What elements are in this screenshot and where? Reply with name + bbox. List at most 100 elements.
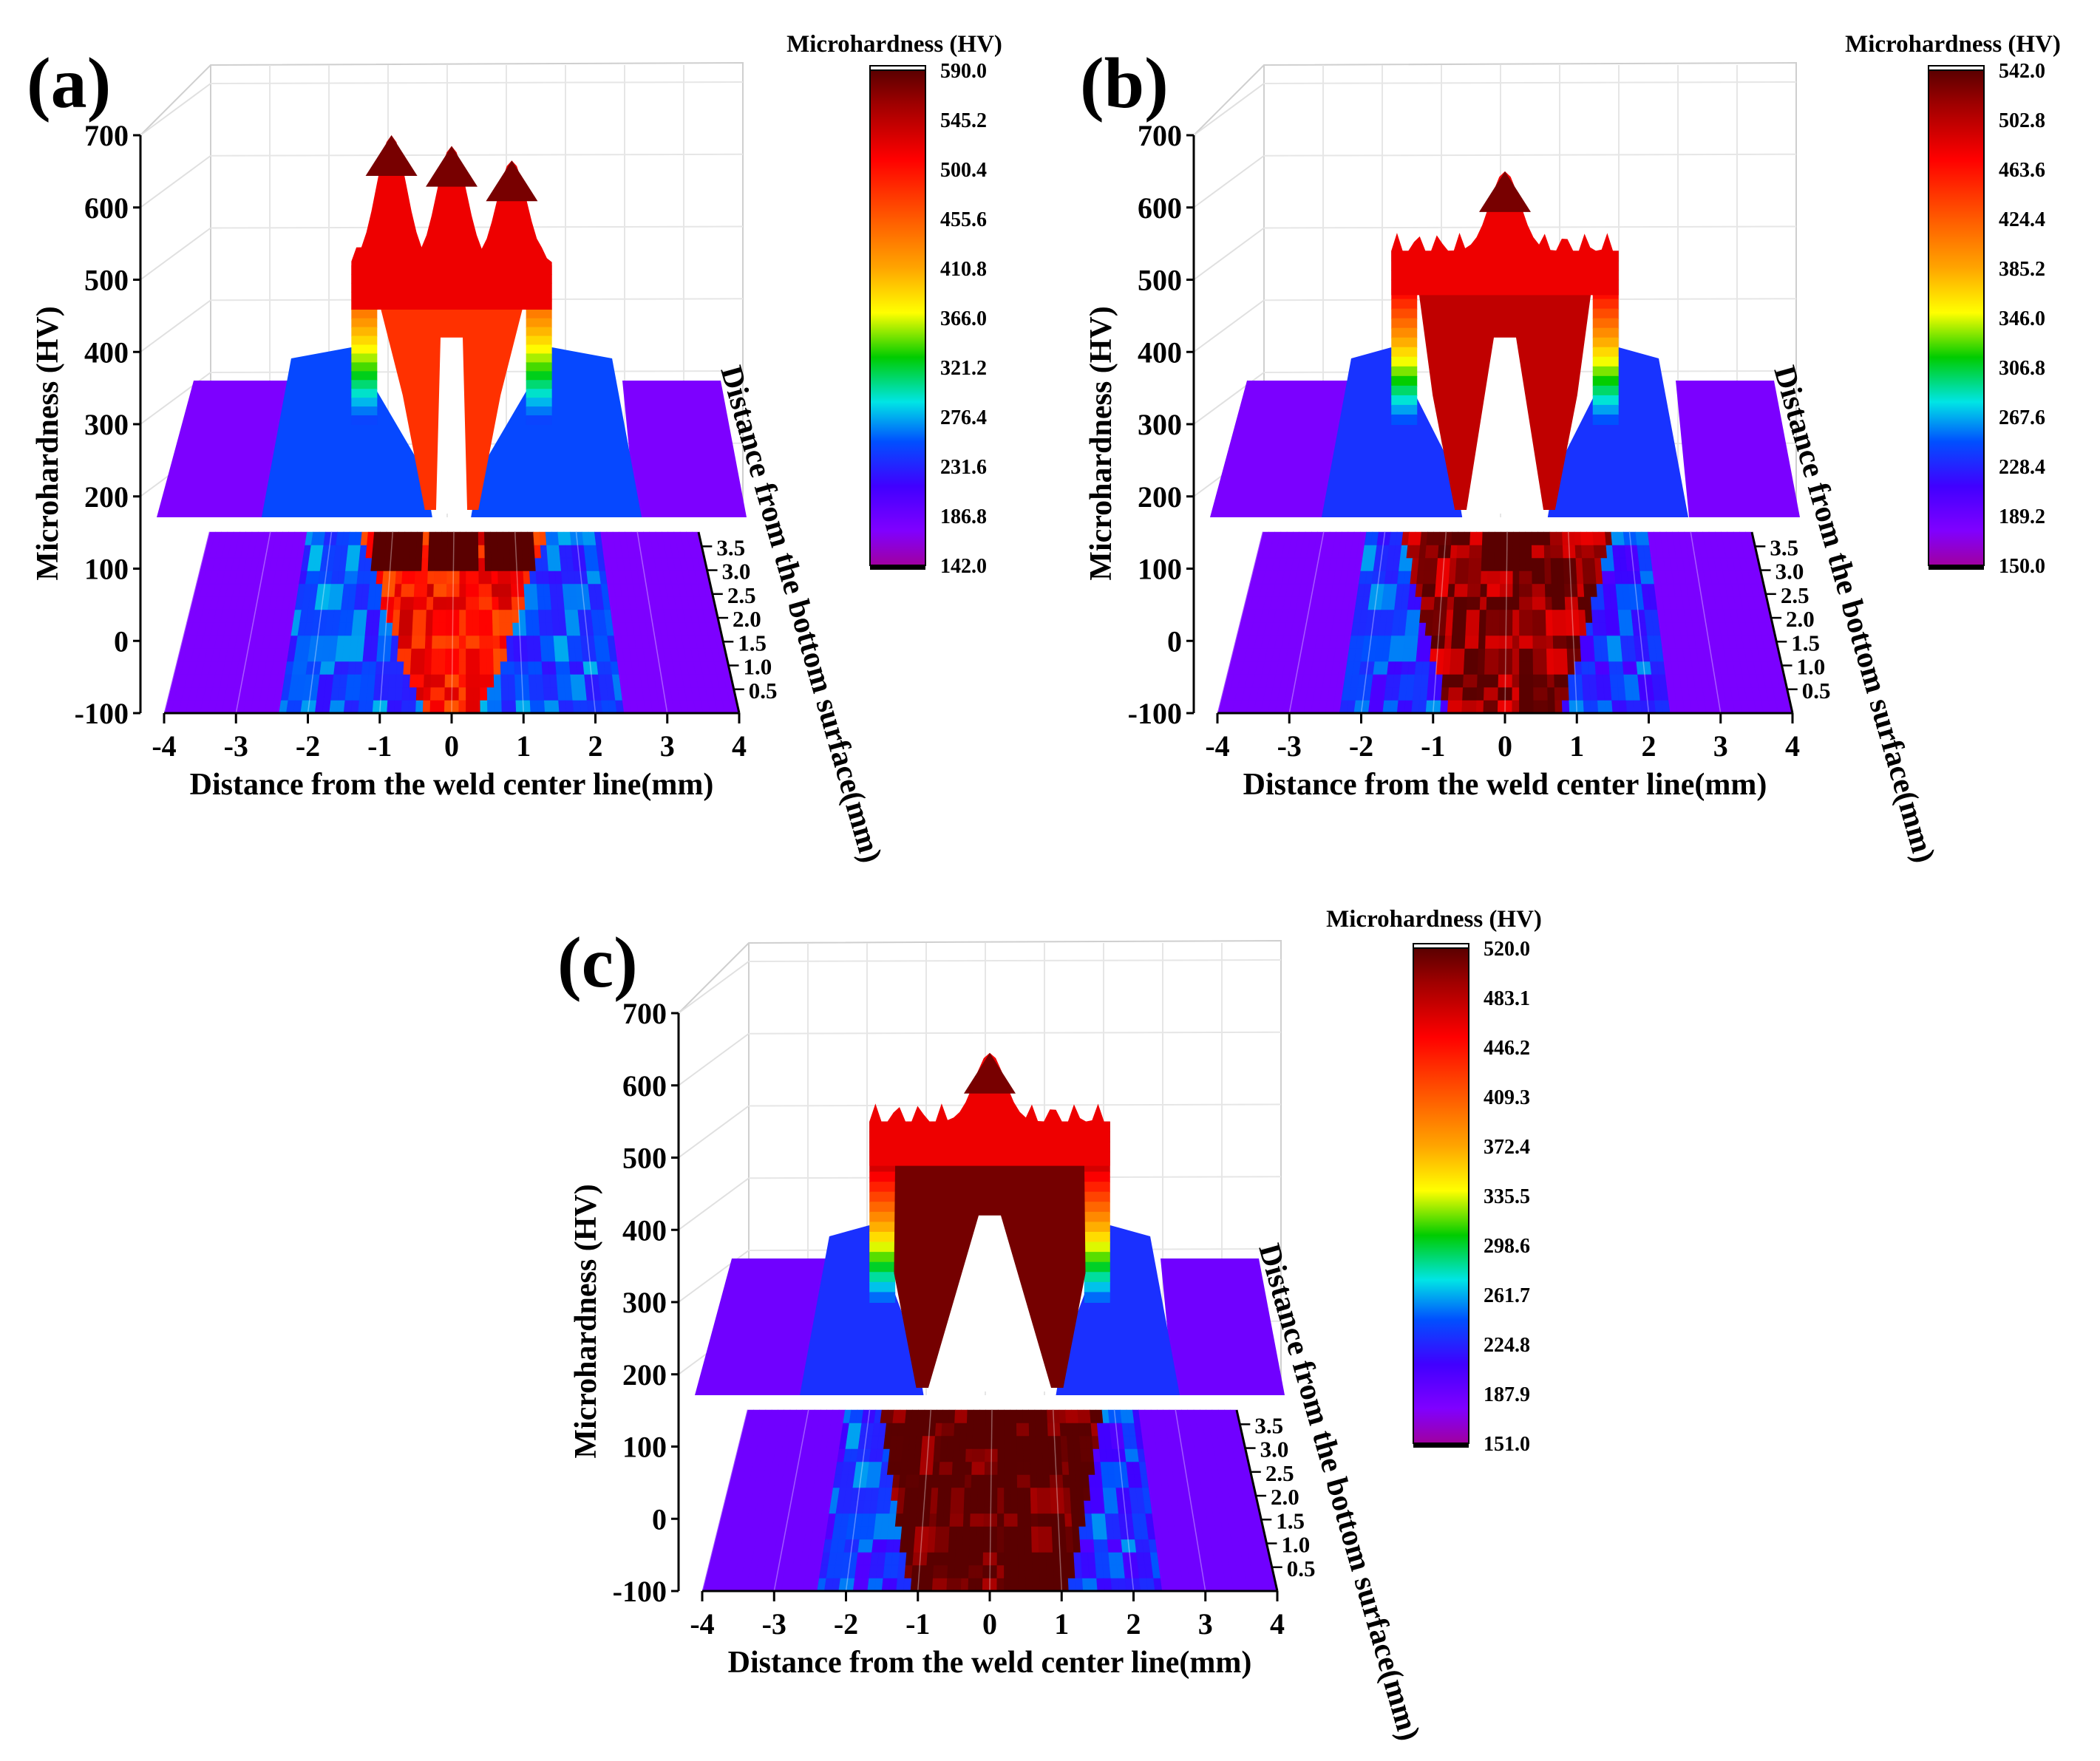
z-axis-label: Microhardness (HV) [569, 1184, 603, 1458]
x-tick-label: -3 [224, 729, 248, 763]
colorbar-tick-label: 483.1 [1484, 987, 1530, 1010]
colorbar-tick-label: 520.0 [1484, 938, 1530, 961]
colorbar-tick-label: 306.8 [1999, 357, 2045, 380]
z-tick-label: 500 [84, 264, 129, 297]
hardness-surface [157, 135, 747, 517]
x-tick-label: -2 [296, 729, 320, 763]
colorbar-tick-label: 231.6 [940, 456, 987, 479]
colorbar-tick-label: 500.4 [940, 159, 987, 182]
y-tick-label: 3.0 [1776, 559, 1804, 585]
z-tick-label: 0 [652, 1502, 667, 1536]
colorbar-tick-label: 151.0 [1484, 1433, 1530, 1456]
z-tick-label: -100 [75, 697, 129, 730]
colorbar-tick-label: 142.0 [940, 555, 987, 578]
panel-label: (c) [557, 923, 638, 1003]
contour-projection [163, 531, 740, 714]
y-tick-label: 2.0 [1786, 606, 1815, 632]
colorbar-title: Microhardness (HV) [1845, 31, 2061, 58]
colorbar-tick-label: 150.0 [1999, 555, 2045, 578]
z-tick-label: 400 [1138, 335, 1182, 369]
y-tick-label: 2.5 [1265, 1460, 1294, 1486]
colorbar-title: Microhardness (HV) [786, 31, 1002, 58]
colorbar-gradient [1413, 947, 1469, 1444]
x-tick-label: -2 [834, 1607, 858, 1641]
panel-label: (a) [27, 44, 111, 123]
colorbar: Microhardness (HV) 520.0 483.1 446.2 409.3 37… [1326, 906, 1542, 1456]
x-tick-label: 2 [1642, 729, 1656, 763]
y-tick-label: 2.0 [1271, 1484, 1299, 1510]
colorbar-tick-label: 372.4 [1484, 1136, 1530, 1159]
z-tick-label: 600 [84, 191, 129, 225]
colorbar-tick-label: 545.2 [940, 109, 987, 132]
z-axis: -100 0 100 200 300 400 500 600 700 [1128, 119, 1195, 730]
x-axis-label: Distance from the weld center line(mm) [728, 1646, 1252, 1680]
colorbar-gradient [869, 69, 926, 566]
y-tick-label: 2.5 [727, 582, 756, 608]
colorbar-tick-label: 424.4 [1999, 208, 2045, 231]
z-tick-label: 500 [1138, 264, 1182, 297]
peak-mark [486, 160, 538, 202]
x-tick-label: -1 [367, 729, 392, 763]
x-tick-label: -4 [152, 729, 176, 763]
y-tick-label: 3.0 [722, 559, 751, 585]
x-tick-label: -1 [1421, 729, 1445, 763]
z-axis-label: Microhardness (HV) [31, 306, 65, 580]
colorbar-tick-label: 346.0 [1999, 307, 2045, 330]
z-axis: -100 0 100 200 300 400 500 600 700 [75, 119, 142, 730]
panel-label: (b) [1080, 44, 1169, 123]
x-tick-label: 1 [516, 729, 531, 763]
z-tick-label: 300 [84, 408, 129, 441]
x-tick-label: 4 [1785, 729, 1800, 763]
peak-mark [1479, 171, 1531, 212]
colorbar-tick-label: 463.6 [1999, 159, 2045, 182]
x-tick-label: -3 [1277, 729, 1302, 763]
x-tick-label: -3 [762, 1607, 786, 1641]
x-tick-label: -4 [1205, 729, 1229, 763]
peak-mark [365, 135, 418, 176]
x-tick-label: 2 [1127, 1607, 1141, 1641]
colorbar-tick-label: 502.8 [1999, 109, 2045, 132]
colorbar-tick-label: 335.5 [1484, 1185, 1530, 1208]
colorbar-tick-label: 298.6 [1484, 1235, 1530, 1258]
y-tick-label: 3.0 [1260, 1437, 1289, 1462]
peak-mark [426, 146, 478, 187]
x-tick-label: 4 [1270, 1607, 1285, 1641]
colorbar-tick-label: 385.2 [1999, 258, 2045, 281]
y-axis: 0.51.01.52.02.53.03.5 [1235, 1409, 1316, 1592]
colorbar-tick-label: 224.8 [1484, 1334, 1530, 1357]
colorbar-tick-label: 261.7 [1484, 1284, 1530, 1307]
z-tick-label: 600 [1138, 191, 1182, 225]
y-tick-label: 3.5 [1254, 1412, 1283, 1438]
z-axis-label: Microhardness (HV) [1084, 306, 1118, 580]
z-tick-label: 200 [1138, 480, 1182, 514]
x-tick-label: 0 [444, 729, 459, 763]
hardness-surface [1210, 171, 1800, 517]
z-tick-label: 300 [622, 1286, 667, 1319]
y-tick-label: 1.0 [744, 654, 772, 680]
colorbar-tick-label: 410.8 [940, 258, 987, 281]
colorbar-tick-label: 446.2 [1484, 1037, 1530, 1060]
panel-c: -100 0 100 200 300 400 500 600 700 -4 -3 -2 -1 0 1 2 3 4D… [557, 906, 1542, 1744]
x-axis: -4 -3 -2 -1 0 1 2 3 4 [690, 1590, 1285, 1641]
colorbar-tick-label: 542.0 [1999, 60, 2045, 83]
colorbar-tick-label: 189.2 [1999, 505, 2045, 528]
y-tick-label: 1.5 [1276, 1508, 1305, 1533]
x-tick-label: -2 [1349, 729, 1373, 763]
x-tick-label: 3 [1713, 729, 1728, 763]
y-tick-label: 2.0 [733, 606, 761, 632]
y-tick-label: 1.5 [738, 630, 767, 655]
z-tick-label: -100 [613, 1575, 667, 1608]
z-tick-label: 200 [622, 1358, 667, 1392]
z-tick-label: 100 [622, 1431, 667, 1464]
colorbar: Microhardness (HV)590.0 545.2 500.4 455.6 41… [786, 31, 1002, 578]
z-tick-label: 400 [622, 1213, 667, 1247]
y-tick-label: 3.5 [1770, 534, 1798, 560]
colorbar-title: Microhardness (HV) [1326, 906, 1542, 933]
x-tick-label: 0 [1498, 729, 1512, 763]
z-axis: -100 0 100 200 300 400 500 600 700 [613, 997, 680, 1608]
colorbar-tick-label: 276.4 [940, 406, 987, 429]
y-tick-label: 2.5 [1781, 582, 1810, 608]
colorbar-tick-label: 228.4 [1999, 456, 2045, 479]
y-tick-label: 0.5 [1802, 678, 1831, 704]
y-tick-label: 3.5 [716, 534, 745, 560]
